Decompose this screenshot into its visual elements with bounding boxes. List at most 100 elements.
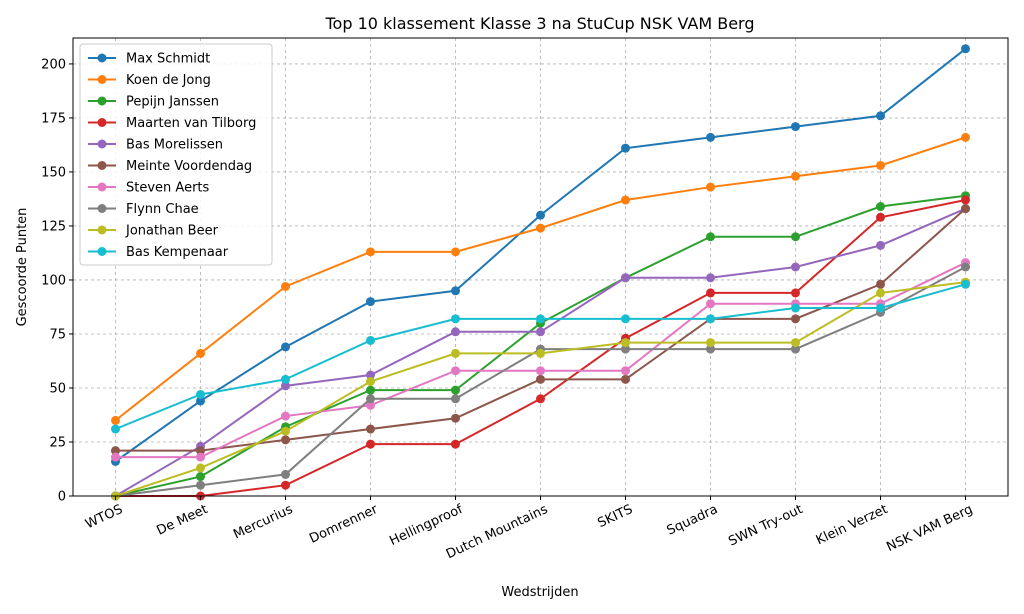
data-point <box>876 303 885 313</box>
y-axis-label: Gescoorde Punten <box>15 208 30 327</box>
data-point <box>196 389 205 399</box>
data-point <box>111 446 120 456</box>
legend-box <box>79 43 273 266</box>
data-point <box>961 262 970 272</box>
data-point <box>791 338 800 348</box>
data-point <box>196 463 205 473</box>
data-point <box>706 338 715 348</box>
data-point <box>621 366 630 376</box>
legend-label: Flynn Chae <box>126 202 199 217</box>
data-point <box>366 297 375 307</box>
data-point <box>876 160 885 170</box>
data-point <box>621 195 630 205</box>
data-point <box>281 480 290 490</box>
data-point <box>451 348 460 358</box>
legend-marker <box>97 247 107 256</box>
y-tick-label: 175 <box>41 111 66 126</box>
y-tick-label: 75 <box>49 327 66 342</box>
data-point <box>961 204 970 214</box>
chart-title: Top 10 klassement Klasse 3 na StuCup NSK… <box>325 14 755 33</box>
x-tick-label: Squadra <box>665 502 721 539</box>
data-point <box>961 279 970 289</box>
data-point <box>451 439 460 449</box>
data-point <box>281 342 290 352</box>
data-point <box>451 314 460 324</box>
legend-label: Max Schmidt <box>126 52 210 67</box>
data-point <box>366 439 375 449</box>
legend-marker <box>97 225 107 235</box>
data-point <box>366 247 375 257</box>
y-tick-label: 0 <box>58 490 66 505</box>
data-point <box>111 424 120 434</box>
data-point <box>366 335 375 345</box>
legend-label: Pepijn Janssen <box>126 95 219 110</box>
data-point <box>876 240 885 250</box>
legend-marker <box>97 118 107 127</box>
data-point <box>451 385 460 395</box>
data-point <box>621 273 630 283</box>
data-point <box>706 314 715 324</box>
x-tick-label: Mercurius <box>231 502 295 543</box>
data-point <box>791 303 800 313</box>
data-point <box>451 327 460 337</box>
data-point <box>621 374 630 384</box>
series-koen-de-jong <box>111 132 970 425</box>
data-point <box>791 122 800 132</box>
legend-marker <box>97 139 107 149</box>
legend-marker <box>97 75 107 84</box>
data-point <box>706 344 715 354</box>
legend-label: Bas Morelissen <box>126 138 223 153</box>
data-point <box>536 314 545 324</box>
x-tick-label: Domrenner <box>307 502 381 547</box>
data-point <box>706 182 715 192</box>
data-point <box>621 314 630 324</box>
legend-marker <box>97 204 107 213</box>
x-tick-label: Klein Verzet <box>814 502 890 548</box>
data-point <box>876 202 885 212</box>
data-point <box>536 210 545 220</box>
data-point <box>366 424 375 434</box>
series-bas-kempenaar <box>111 279 970 434</box>
legend-label: Jonathan Beer <box>125 224 219 239</box>
data-point <box>621 143 630 153</box>
x-tick-label: WTOS <box>83 502 125 532</box>
y-tick-label: 25 <box>49 435 66 450</box>
legend-marker <box>97 53 107 63</box>
legend-label: Steven Aerts <box>126 181 210 196</box>
data-point <box>706 299 715 309</box>
data-point <box>621 338 630 348</box>
data-point <box>281 374 290 384</box>
y-tick-label: 125 <box>41 219 66 234</box>
data-point <box>111 415 120 425</box>
x-tick-label: Hellingproof <box>387 502 465 549</box>
data-point <box>196 348 205 358</box>
data-point <box>706 132 715 142</box>
series-steven-aerts <box>111 258 970 462</box>
data-point <box>536 374 545 384</box>
data-point <box>961 132 970 142</box>
data-point <box>281 469 290 479</box>
data-point <box>111 452 120 462</box>
data-point <box>196 452 205 462</box>
x-tick-label: De Meet <box>154 502 210 539</box>
data-point <box>791 314 800 324</box>
data-point <box>451 366 460 376</box>
x-tick-label: NSK VAM Berg <box>884 502 975 555</box>
data-point <box>791 171 800 181</box>
data-point <box>876 212 885 222</box>
y-tick-label: 150 <box>41 165 66 180</box>
data-point <box>706 232 715 242</box>
data-point <box>876 111 885 121</box>
data-point <box>876 288 885 298</box>
data-point <box>961 44 970 54</box>
x-tick-label: SKITS <box>595 502 635 531</box>
y-tick-label: 200 <box>41 57 66 72</box>
data-point <box>281 411 290 421</box>
data-point <box>281 426 290 436</box>
data-point <box>876 279 885 289</box>
data-point <box>366 385 375 395</box>
data-point <box>281 281 290 291</box>
legend-label: Maarten van Tilborg <box>126 116 256 131</box>
x-tick-label: SWN Try-out <box>726 502 805 549</box>
